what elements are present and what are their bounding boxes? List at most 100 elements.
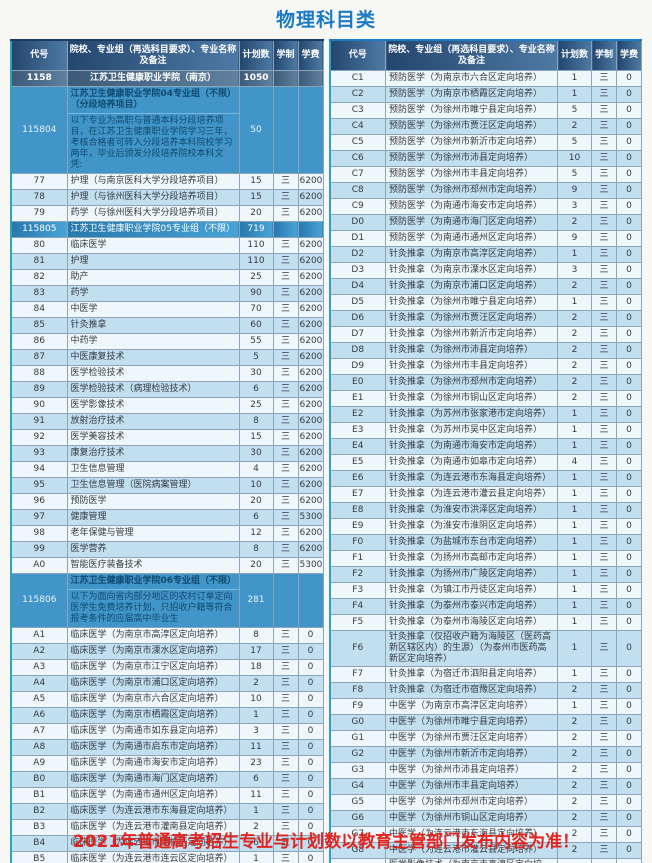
cell-name: 临床医学（为连云港市东海县定向培养）: [66, 803, 240, 820]
cell-years: 三: [591, 262, 617, 279]
cell-plan: 4: [238, 461, 274, 478]
major-row: C2 预防医学（为南京市栖霞区定向培养） 1 三 0: [329, 86, 642, 103]
cell-years: 三: [591, 278, 617, 295]
cell-fee: 0: [616, 698, 642, 715]
major-row: 87 中医康复技术 5 三 6200: [10, 349, 324, 366]
cell-years: 三: [272, 835, 299, 852]
cell-fee: 0: [297, 771, 324, 788]
cell-fee: 0: [616, 166, 642, 183]
major-row: F4 针灸推拿（为泰州市泰兴市定向培养） 1 三 0: [329, 598, 642, 615]
cell-fee: 0: [297, 643, 324, 660]
cell-code: D6: [329, 310, 386, 327]
cell-years: 三: [272, 477, 299, 494]
cell-plan: 2: [557, 746, 592, 763]
major-row: 83 药学 90 三 6200: [10, 285, 324, 302]
cell-name: 针灸推拿（为苏州市张家港市定向培养）: [385, 406, 558, 423]
cell-fee: 6200: [297, 285, 324, 302]
cell-fee: 0: [297, 819, 324, 836]
cell-years: 三: [272, 787, 299, 804]
cell-name: 临床医学（为南通市如东县定向培养）: [66, 723, 240, 740]
cell-years: 三: [272, 285, 299, 302]
major-row: A7 临床医学（为南通市如东县定向培养） 3 三 0: [10, 723, 324, 740]
cell-code: 87: [10, 349, 68, 366]
major-row: 92 医学美容技术 15 三 6200: [10, 429, 324, 446]
header-row: 代号 院校、专业组（再选科目要求）、专业名称及备注 计划数 学制 学费: [10, 39, 324, 71]
col-header-years: 学制: [591, 39, 617, 71]
cell-years: 三: [591, 566, 617, 583]
cell-code: G8: [329, 842, 386, 859]
cell-name: 预防医学（为南通市海安市定向培养）: [385, 198, 558, 215]
cell-name: 医学影像技术（为南京市高淳区定向培养）: [385, 858, 558, 863]
cell-name: 临床医学（为南通市海门区定向培养）: [66, 771, 240, 788]
cell-name: 中医学（为南京市高淳区定向培养）: [385, 698, 558, 715]
cell-code: B0: [10, 771, 68, 788]
major-row: 99 医学营养 8 三 6200: [10, 541, 324, 558]
cell-fee: 0: [297, 627, 324, 644]
cell-name: 临床医学（为南京市溧水区定向培养）: [66, 643, 240, 660]
cell-code: C3: [329, 102, 386, 119]
cell-name: 预防医学（为南通市海门区定向培养）: [385, 214, 558, 231]
cell-fee: 0: [616, 342, 642, 359]
major-row: 97 健康管理 6 三 5300: [10, 509, 324, 526]
cell-fee: 6200: [297, 237, 324, 254]
cell-fee: 0: [297, 755, 324, 772]
cell-name: 中医学（为连云港市东海县定向培养）: [385, 826, 558, 843]
cell-name: 临床医学（为南京市栖霞区定向培养）: [66, 707, 240, 724]
cell-plan: 10: [238, 477, 274, 494]
cell-code: D1: [329, 230, 386, 247]
cell-name: 针灸推拿（为扬州市高邮市定向培养）: [385, 550, 558, 567]
cell-name: 助产: [66, 269, 240, 286]
cell-years: 三: [591, 486, 617, 503]
cell-code: C6: [329, 150, 386, 167]
cell-name: 临床医学（为南通市通州区定向培养）: [66, 787, 240, 804]
cell-name: 针灸推拿（为连云港市灌云县定向培养）: [385, 486, 558, 503]
cell-fee: 0: [616, 246, 642, 263]
cell-name: 针灸推拿（为徐州市新沂市定向培养）: [385, 326, 558, 343]
major-row: 96 预防医学 20 三 6200: [10, 493, 324, 510]
cell-years: 三: [591, 778, 617, 795]
cell-plan: 2: [557, 714, 592, 731]
cell-name: 江苏卫生健康职业学院05专业组（不限）: [66, 221, 240, 238]
cell-plan: 1: [238, 803, 274, 820]
cell-fee: 5300: [297, 509, 324, 526]
cell-name: 江苏卫生健康职业学院06专业组（不限） 以下为面向省内部分地区的农村订单定向医学生…: [66, 573, 240, 628]
cell-fee: 0: [616, 262, 642, 279]
cell-plan: 20: [238, 557, 274, 574]
cell-name: 临床医学（为南京市高淳区定向培养）: [66, 627, 240, 644]
cell-name: 临床医学（为南京市浦口区定向培养）: [66, 675, 240, 692]
major-row: C3 预防医学（为徐州市睢宁县定向培养） 5 三 0: [329, 102, 642, 119]
cell-fee: 0: [297, 851, 324, 863]
cell-name: 药学（与徐州医科大学分段培养项目）: [66, 205, 240, 222]
cell-code: F9: [329, 698, 386, 715]
cell-fee: 0: [616, 794, 642, 811]
cell-years: 三: [272, 771, 299, 788]
cell-years: 三: [591, 166, 617, 183]
major-row: E8 针灸推拿（为淮安市洪泽区定向培养） 1 三 0: [329, 502, 642, 519]
cell-plan: 50: [238, 86, 274, 174]
cell-years: 三: [591, 70, 617, 87]
major-row: F2 针灸推拿（为扬州市广陵区定向培养） 1 三 0: [329, 566, 642, 583]
cell-code: 80: [10, 237, 68, 254]
cell-years: 三: [591, 762, 617, 779]
cell-years: 三: [272, 269, 299, 286]
col-header-plan: 计划数: [238, 39, 274, 71]
cell-fee: 0: [616, 118, 642, 135]
cell-fee: 0: [616, 566, 642, 583]
cell-name: 针灸推拿（为南京市溧水区定向培养）: [385, 262, 558, 279]
cell-plan: 2: [557, 310, 592, 327]
cell-name: 医学检验技术: [66, 365, 240, 382]
cell-plan: 15: [238, 429, 274, 446]
cell-name: 中医学（为徐州市丰县定向培养）: [385, 778, 558, 795]
cell-code: 84: [10, 301, 68, 318]
major-row: C9 预防医学（为南通市海安市定向培养） 3 三 0: [329, 198, 642, 215]
group-title: 江苏卫生健康职业学院04专业组（不限）（分段培养项目）: [68, 88, 238, 114]
cell-fee: 0: [616, 470, 642, 487]
cell-plan: 10: [557, 150, 592, 167]
major-row: F8 针灸推拿（为宿迁市宿豫区定向培养） 2 三 0: [329, 682, 642, 699]
cell-plan: 2: [557, 794, 592, 811]
cell-years: 三: [272, 333, 299, 350]
major-row: D3 针灸推拿（为南京市溧水区定向培养） 3 三 0: [329, 262, 642, 279]
cell-fee: 0: [616, 86, 642, 103]
cell-years: 三: [272, 413, 299, 430]
cell-fee: 0: [616, 182, 642, 199]
